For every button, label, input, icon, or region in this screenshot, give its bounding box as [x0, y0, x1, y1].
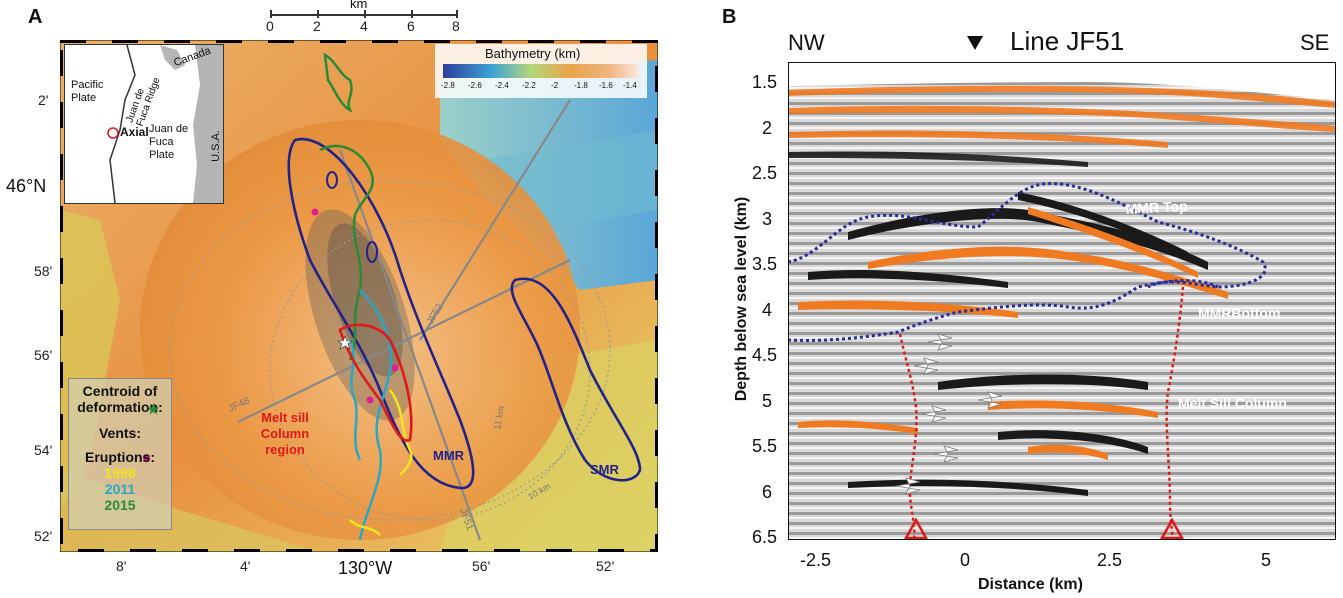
y-tick: 3 — [762, 209, 773, 229]
y-tick: 6 — [762, 482, 773, 502]
bathy-tick: -2 — [551, 81, 559, 90]
inset-label-jdf-plate: Juan de Fuca Plate — [149, 123, 189, 161]
lon-label: 130°W — [338, 558, 393, 578]
y-tick: 6.5 — [752, 527, 778, 547]
lon-label: 52' — [596, 558, 615, 574]
lat-label: 58' — [34, 263, 53, 279]
legend-centroid-label: Centroid of deformation: — [77, 383, 163, 415]
bathy-tick: -2.6 — [468, 81, 482, 90]
scale-tick: 6 — [407, 18, 415, 34]
seismic-left-direction: NW — [788, 30, 825, 55]
lat-label: 2' — [38, 92, 49, 108]
lon-label: 8' — [116, 558, 127, 574]
inset-label-usa: U.S.A. — [209, 130, 222, 162]
map-label-mmr: MMR — [433, 448, 465, 463]
seismic-right-direction: SE — [1300, 30, 1330, 55]
lon-label: 56' — [472, 558, 491, 574]
legend-year-2015: 2015 — [104, 497, 136, 513]
scale-tick: 2 — [313, 18, 321, 34]
lat-label: 52' — [34, 528, 53, 544]
bathymetry-legend-title: Bathymetry (km) — [485, 46, 581, 61]
x-tick: 5 — [1261, 550, 1272, 570]
lat-label: 56' — [34, 347, 53, 363]
seismic-section: MMR Top MMRBottom Melt Sill Column — [788, 62, 1336, 540]
seismic-y-axis-label: Depth below sea level (km) — [733, 196, 750, 402]
annotation-mmr-top: MMR Top — [1125, 198, 1188, 217]
map-legend: Centroid of deformation: ★ Vents: Erupti… — [68, 378, 172, 530]
seismic-title: Line JF51 — [1010, 26, 1125, 56]
annotation-mmr-bottom: MMRBottom — [1198, 305, 1280, 321]
x-tick: 2.5 — [1097, 550, 1123, 570]
lon-label: 4' — [240, 558, 251, 574]
y-tick: 2 — [762, 118, 773, 138]
bathy-tick: -1.6 — [599, 81, 613, 90]
legend-year-1998: 1998 — [104, 465, 136, 481]
y-tick: 5 — [762, 391, 773, 411]
seismic-marker-triangle — [967, 36, 983, 50]
map-label-melt-sill-2: Column — [261, 426, 309, 441]
y-tick: 5.5 — [752, 436, 778, 456]
inset-label-axial: Axial — [120, 125, 149, 139]
lat-label: 54' — [34, 442, 53, 458]
inset-map: Canada Pacific Plate Juan de Fuca Ridge … — [64, 44, 224, 204]
legend-year-2011: 2011 — [104, 481, 136, 497]
bathy-tick: -2.8 — [441, 81, 455, 90]
scale-tick: 8 — [452, 18, 460, 34]
bathymetry-legend: Bathymetry (km) -2.8 -2.6 -2.4 -2.2 -2 -… — [435, 44, 647, 98]
bathy-tick: -2.2 — [522, 81, 536, 90]
inset-coastline — [107, 44, 223, 204]
scale-bar: km 0 2 4 6 8 — [258, 0, 468, 36]
bathymetry-colorbar — [443, 64, 639, 78]
y-tick: 3.5 — [752, 254, 778, 274]
scale-tick: 0 — [266, 18, 274, 34]
panel-b-label: B — [722, 6, 737, 28]
x-tick: 0 — [960, 550, 971, 570]
bathy-tick: -2.4 — [495, 81, 509, 90]
annotation-melt-column: Melt Sill Column — [1178, 395, 1287, 411]
map-label-melt-sill-3: region — [265, 442, 305, 457]
map-label-melt-sill-1: Melt sill — [261, 410, 309, 425]
bathy-tick: -1.4 — [623, 81, 637, 90]
y-tick: 4 — [762, 300, 773, 320]
lat-label: 46°N — [6, 176, 47, 196]
panel-a-label: A — [28, 6, 43, 28]
y-tick: 1.5 — [752, 72, 778, 92]
seismic-x-axis-label: Distance (km) — [978, 576, 1083, 593]
inset-label-pacific: Pacific Plate — [71, 79, 104, 104]
scale-tick: 4 — [360, 18, 368, 34]
legend-eruptions-label: Eruptions: — [85, 449, 155, 465]
legend-centroid-star: ★ — [147, 401, 160, 417]
legend-vents-label: Vents: — [98, 425, 141, 441]
map-label-11km: 11 km — [492, 405, 506, 430]
bathy-tick: -1.8 — [574, 81, 588, 90]
scale-bar-unit: km — [350, 0, 368, 11]
y-tick: 4.5 — [752, 345, 778, 365]
y-tick: 2.5 — [752, 163, 778, 183]
map-label-smr: SMR — [590, 462, 620, 477]
x-tick: -2.5 — [800, 550, 832, 570]
legend-vents-dot — [143, 454, 150, 461]
